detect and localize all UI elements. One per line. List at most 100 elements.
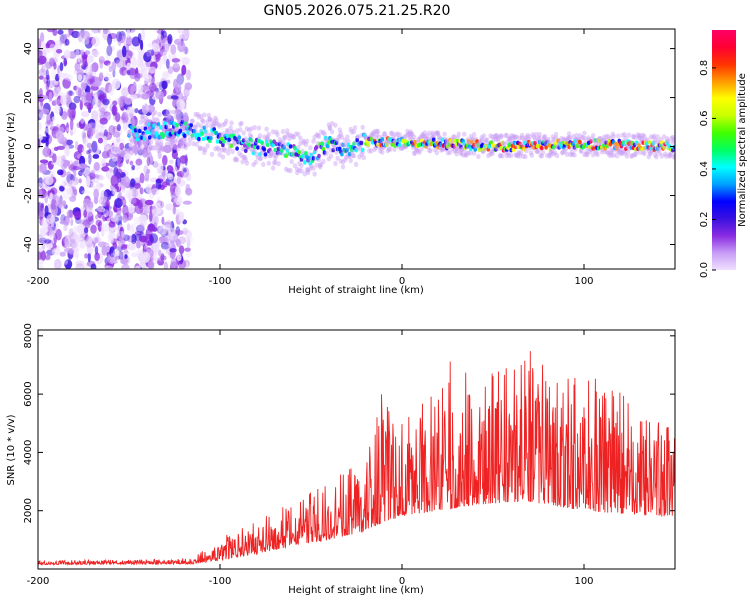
ridge-halo (308, 166, 313, 172)
ridge-halo (272, 160, 277, 166)
noise-blob (38, 188, 43, 199)
ridge-mark (220, 136, 224, 142)
ridge-halo (616, 146, 621, 152)
ridge-mark (141, 131, 145, 136)
bottom-y-tick-label: 6000 (23, 381, 34, 406)
ridge-halo (195, 111, 200, 118)
ridge-halo (127, 131, 133, 138)
ridge-halo (551, 136, 556, 142)
noise-blob (186, 237, 191, 249)
ridge-halo (319, 129, 324, 135)
noise-blob (71, 127, 77, 135)
noise-blob (40, 32, 45, 43)
ridge-mark (322, 150, 327, 155)
ridge-mark (182, 133, 187, 138)
noise-blob (81, 190, 91, 195)
ridge-halo (341, 142, 347, 148)
ridge-halo (462, 131, 467, 137)
noise-blob (174, 83, 182, 93)
noise-blob (130, 241, 137, 251)
ridge-mark (475, 139, 480, 144)
ridge-halo (348, 126, 353, 132)
ridge-halo (139, 114, 145, 120)
noise-blob (131, 252, 138, 258)
ridge-mark (443, 139, 448, 144)
ridge-halo (620, 132, 625, 138)
ridge-halo (668, 152, 673, 158)
ridge-halo (523, 154, 528, 160)
noise-blob (105, 199, 110, 210)
ridge-mark (202, 125, 207, 130)
ridge-halo (147, 146, 152, 152)
noise-blob (81, 37, 90, 45)
noise-blob (127, 113, 134, 119)
noise-blob (38, 247, 44, 253)
ridge-halo (430, 132, 435, 138)
ridge-halo (157, 146, 162, 152)
ridge-halo (490, 150, 495, 156)
noise-blob (147, 260, 155, 269)
ridge-halo (197, 146, 203, 152)
noise-blob (90, 263, 97, 269)
ridge-halo (641, 132, 646, 138)
ridge-halo (243, 136, 248, 142)
ridge-halo (517, 153, 523, 159)
ridge-halo (304, 138, 310, 144)
bottom-axes: -200 -100 0 100 2000 4000 6000 8000 (23, 323, 675, 587)
ridge-halo (280, 139, 286, 145)
noise-blob (91, 140, 98, 153)
noise-blob (141, 93, 150, 100)
ridge-halo (454, 151, 459, 157)
ridge-halo (420, 132, 425, 138)
ridge-halo (418, 134, 423, 140)
noise-blob (42, 233, 47, 244)
ridge-halo (370, 133, 375, 139)
ridge-halo (254, 151, 259, 158)
ridge-mark (273, 147, 278, 153)
noise-blob (44, 61, 53, 69)
ridge-halo (295, 166, 300, 172)
ridge-halo (424, 133, 430, 139)
ridge-halo (471, 132, 477, 138)
ridge-mark (366, 142, 370, 147)
ridge-halo (670, 134, 675, 140)
ridge-halo (317, 162, 323, 168)
ridge-halo (506, 153, 512, 159)
ridge-halo (322, 131, 327, 137)
ridge-halo (168, 146, 173, 152)
ridge-halo (350, 152, 356, 159)
ridge-halo (237, 150, 242, 157)
ridge-halo (167, 115, 172, 121)
ridge-halo (501, 141, 506, 147)
ridge-halo (537, 135, 542, 141)
ridge-halo (305, 170, 311, 176)
ridge-halo (142, 145, 147, 151)
ridge-halo (435, 131, 441, 137)
noise-blob (73, 252, 78, 258)
noise-blob (61, 111, 68, 120)
ridge-halo (584, 149, 589, 155)
ridge-halo (351, 129, 357, 135)
noise-blob (98, 29, 102, 35)
ridge-mark (163, 121, 167, 126)
ridge-halo (669, 135, 674, 141)
ridge-halo (326, 122, 331, 128)
ridge-mark (307, 156, 312, 161)
ridge-halo (594, 150, 599, 156)
noise-blob (152, 161, 159, 168)
ridge-mark (235, 146, 239, 151)
noise-blob (63, 234, 72, 245)
noise-blob (106, 45, 113, 57)
ridge-halo (631, 134, 636, 140)
ridge-halo (233, 156, 239, 162)
noise-blob (141, 116, 145, 123)
ridge-halo (352, 125, 358, 131)
ridge-mark (203, 129, 208, 134)
ridge-halo (667, 153, 672, 159)
ridge-halo (642, 151, 647, 157)
noise-blob (178, 245, 185, 255)
ridge-halo (578, 148, 584, 154)
ridge-mark (222, 139, 226, 144)
